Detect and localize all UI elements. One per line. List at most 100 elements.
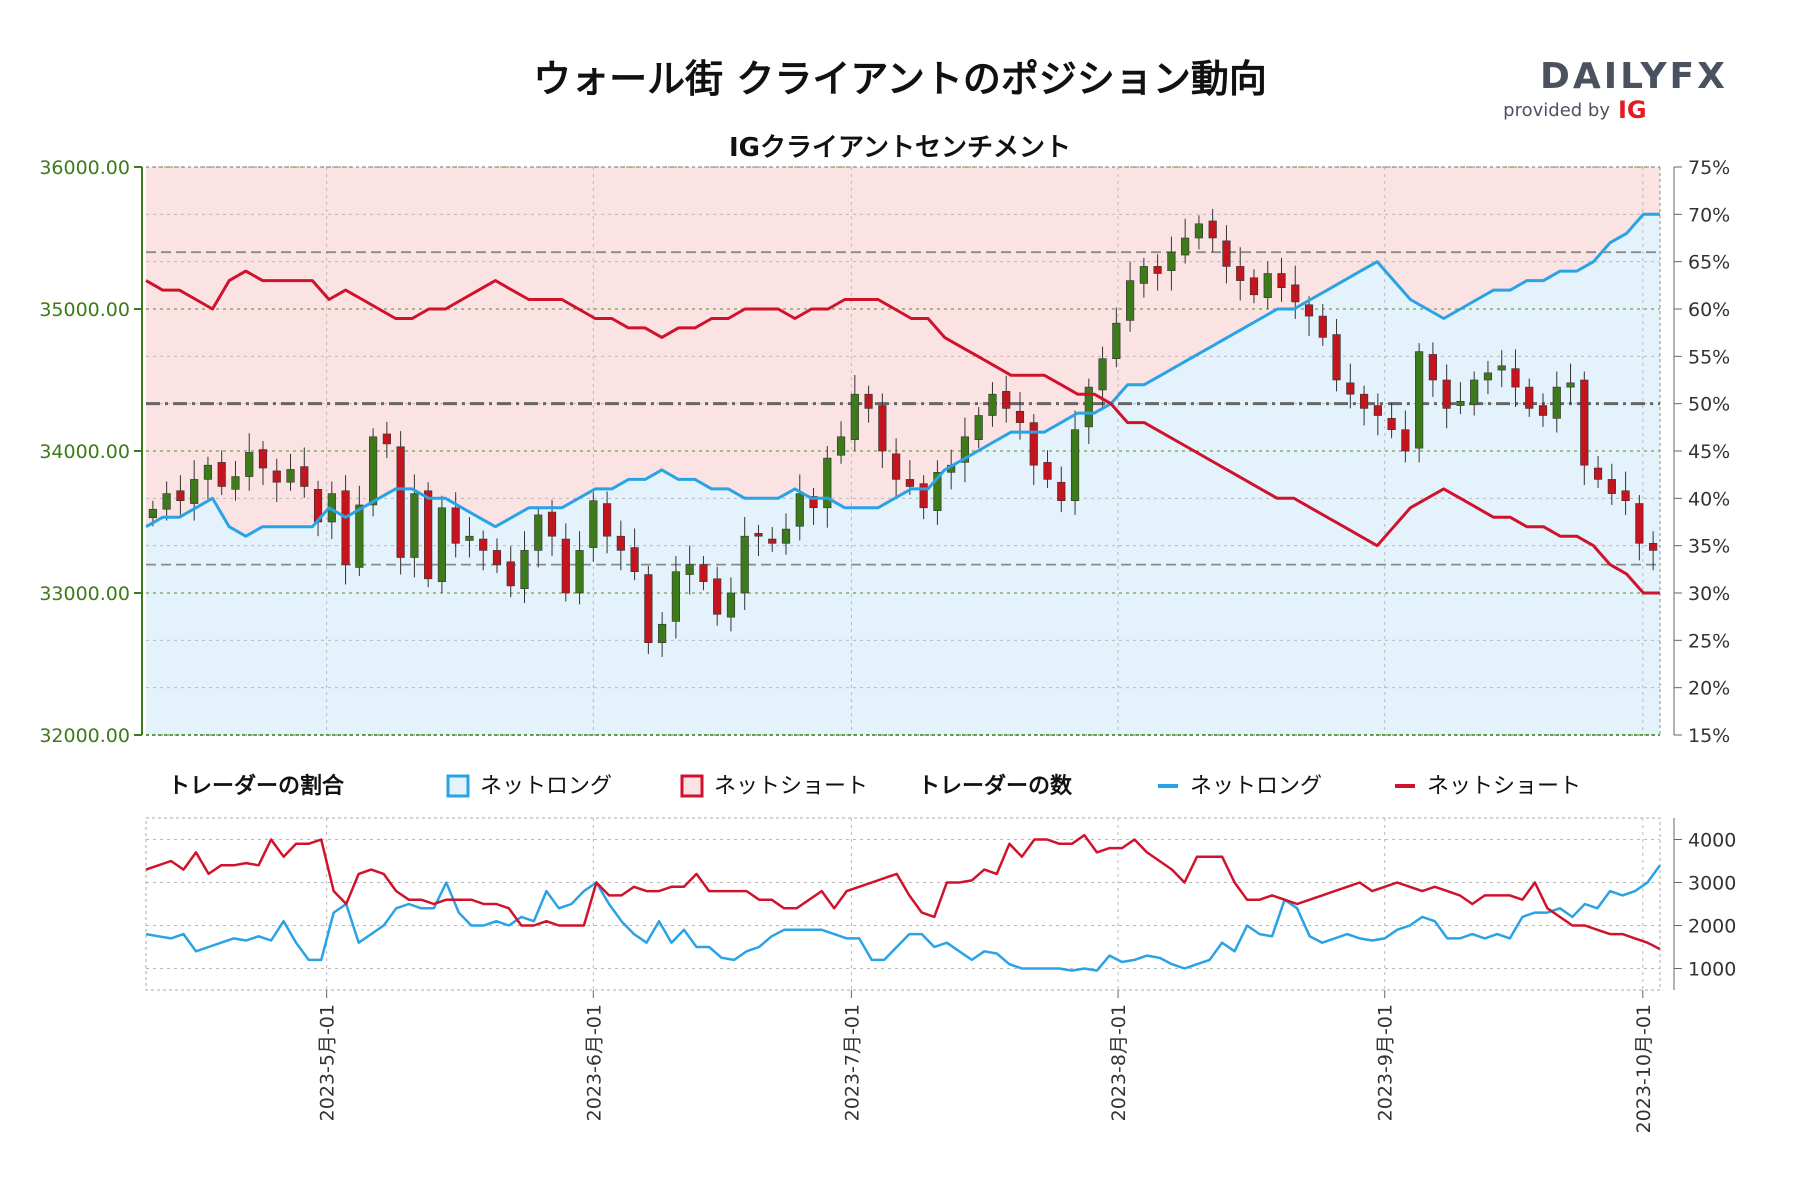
candle bbox=[1387, 402, 1396, 439]
candle bbox=[1649, 531, 1658, 571]
candle-body bbox=[1263, 273, 1272, 298]
pct-tick-label: 45% bbox=[1688, 441, 1730, 463]
candle-body bbox=[713, 578, 722, 615]
logo-sub-brand: IG bbox=[1618, 96, 1647, 124]
candle-body bbox=[1483, 372, 1493, 381]
candle bbox=[1456, 382, 1465, 415]
candle bbox=[176, 475, 185, 515]
candle-body bbox=[479, 538, 488, 551]
date-tick-label: 2023-8月-01 bbox=[1108, 1004, 1130, 1121]
date-tick-label: 2023-6月-01 bbox=[583, 1004, 605, 1121]
candle-body bbox=[396, 446, 405, 558]
candle bbox=[1621, 471, 1630, 515]
candle-body bbox=[176, 490, 185, 502]
count-lines bbox=[145, 833, 1662, 972]
date-tick-label: 2023-10月-01 bbox=[1633, 1004, 1655, 1133]
candle bbox=[1470, 371, 1479, 416]
count-axes: 1000 2000 3000 4000 bbox=[1673, 818, 1736, 990]
candle bbox=[960, 417, 970, 483]
candle-body bbox=[1511, 368, 1520, 388]
candle bbox=[506, 546, 515, 598]
count-tick-label: 1000 bbox=[1688, 959, 1736, 981]
candle-body bbox=[1538, 405, 1548, 416]
candle bbox=[713, 566, 722, 626]
candle-body bbox=[492, 550, 502, 565]
pct-tick-label: 40% bbox=[1688, 488, 1730, 510]
candle-body bbox=[1387, 418, 1396, 430]
candle-body bbox=[1277, 273, 1286, 288]
candle-body bbox=[561, 538, 570, 594]
candle-body bbox=[355, 504, 364, 568]
candle-body bbox=[892, 453, 901, 480]
candle-body bbox=[1112, 322, 1121, 360]
candle bbox=[933, 460, 942, 525]
candle-body bbox=[1126, 280, 1135, 321]
candle bbox=[258, 441, 268, 486]
candle-body bbox=[726, 592, 736, 618]
candle-body bbox=[878, 405, 887, 452]
candle-body bbox=[781, 528, 791, 544]
candle-body bbox=[1621, 490, 1630, 502]
candle-body bbox=[1566, 382, 1575, 388]
candle bbox=[1277, 257, 1286, 302]
candle bbox=[754, 524, 763, 557]
count-tick-label: 4000 bbox=[1688, 830, 1736, 852]
candle bbox=[437, 495, 447, 593]
candle bbox=[795, 474, 804, 541]
candle-body bbox=[341, 490, 350, 565]
candle bbox=[382, 421, 391, 459]
pct-tick-label: 20% bbox=[1688, 678, 1730, 700]
candle bbox=[1332, 318, 1341, 392]
date-tick-label: 2023-9月-01 bbox=[1375, 1004, 1397, 1121]
candle-body bbox=[1084, 386, 1093, 428]
legend-ratio-title: トレーダーの割合 bbox=[168, 773, 345, 799]
candle-body bbox=[506, 561, 515, 587]
candle-body bbox=[1649, 542, 1658, 551]
net-long-ratio-line bbox=[145, 212, 1660, 538]
net-short-ratio-line bbox=[145, 269, 1660, 595]
candle bbox=[286, 453, 295, 491]
candle-body bbox=[1304, 304, 1314, 317]
pct-tick-label: 65% bbox=[1688, 252, 1730, 274]
candle-body bbox=[245, 452, 254, 477]
candle-body bbox=[1029, 422, 1038, 466]
price-tick-label: 32000.00 bbox=[39, 725, 130, 747]
candle bbox=[1112, 307, 1121, 368]
candle-body bbox=[933, 471, 942, 511]
count-gridlines bbox=[145, 817, 1661, 991]
candle-body bbox=[1222, 240, 1231, 267]
candle bbox=[245, 433, 254, 491]
page-title: ウォール街 クライアントのポジション動向 bbox=[533, 57, 1267, 101]
count-tick-label: 2000 bbox=[1688, 916, 1736, 938]
candle-body bbox=[465, 535, 474, 541]
candle-body bbox=[534, 514, 543, 551]
candle-body bbox=[520, 550, 529, 590]
candle bbox=[1593, 455, 1603, 488]
candle bbox=[685, 545, 694, 595]
candle bbox=[1057, 466, 1066, 513]
candle-body bbox=[258, 449, 268, 469]
candle bbox=[671, 556, 680, 639]
candle bbox=[1580, 371, 1589, 486]
candle bbox=[1181, 218, 1190, 264]
candle bbox=[1139, 257, 1148, 298]
candle-body bbox=[850, 393, 859, 440]
candle-body bbox=[823, 457, 832, 509]
candle bbox=[823, 446, 832, 528]
net-long-count-line bbox=[145, 864, 1662, 972]
candle-body bbox=[1332, 334, 1341, 381]
candle bbox=[1084, 378, 1093, 444]
dailyfx-logo: DAILYFX provided by IG bbox=[1503, 56, 1725, 124]
candle bbox=[465, 517, 474, 558]
candle-body bbox=[974, 415, 983, 440]
candle bbox=[1607, 463, 1616, 505]
date-tick-label: 2023-5月-01 bbox=[317, 1004, 339, 1121]
candle-body bbox=[1057, 481, 1066, 501]
candle-body bbox=[1167, 251, 1176, 271]
candle bbox=[1291, 265, 1300, 319]
pct-tick-label: 15% bbox=[1688, 725, 1730, 747]
candle bbox=[919, 475, 928, 520]
candle bbox=[355, 485, 364, 576]
candle-body bbox=[1098, 358, 1107, 391]
